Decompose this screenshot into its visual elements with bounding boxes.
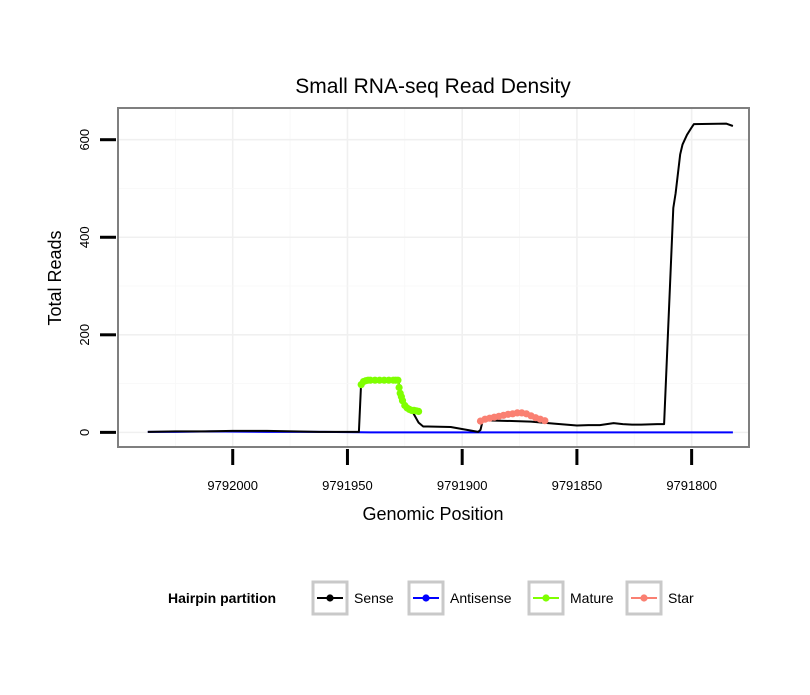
mature-point <box>415 407 423 415</box>
y-axis: 0 200 400 600 <box>77 129 116 436</box>
y-tick-label: 200 <box>77 324 92 346</box>
mature-point <box>394 376 402 384</box>
x-tick-label: 9791900 <box>437 478 488 493</box>
y-tick-label: 400 <box>77 226 92 248</box>
x-tick-label: 9791950 <box>322 478 373 493</box>
legend-title: Hairpin partition <box>168 590 276 606</box>
legend-label-star: Star <box>668 590 694 606</box>
y-tick-label: 0 <box>77 429 92 436</box>
legend-entries: Sense Antisense Mature Star <box>311 580 694 616</box>
grid-lines <box>118 108 750 447</box>
mature-point <box>395 383 403 392</box>
legend-label-sense: Sense <box>354 590 394 606</box>
x-tick-label: 9791850 <box>552 478 603 493</box>
legend-key-point-antisense <box>422 594 430 602</box>
x-tick-label: 9792000 <box>207 478 258 493</box>
x-tick-label: 9791800 <box>666 478 717 493</box>
star-point <box>541 417 549 425</box>
y-axis-title: Total Reads <box>45 230 65 325</box>
legend-label-mature: Mature <box>570 590 614 606</box>
plot-panel-border <box>117 107 750 448</box>
sense-series-line <box>147 122 734 433</box>
legend-key-point-mature <box>542 594 550 602</box>
legend-label-antisense: Antisense <box>450 590 512 606</box>
chart-title: Small RNA-seq Read Density <box>295 75 571 98</box>
x-axis-title: Genomic Position <box>362 504 503 524</box>
y-tick-label: 600 <box>77 129 92 151</box>
legend: Hairpin partition Sense Antisense Mature St… <box>168 580 694 616</box>
legend-key-point-sense <box>326 594 334 602</box>
series-layer <box>147 122 734 434</box>
x-axis: 9792000 9791950 9791900 9791850 9791800 <box>207 449 717 493</box>
legend-key-point-star <box>640 594 648 602</box>
